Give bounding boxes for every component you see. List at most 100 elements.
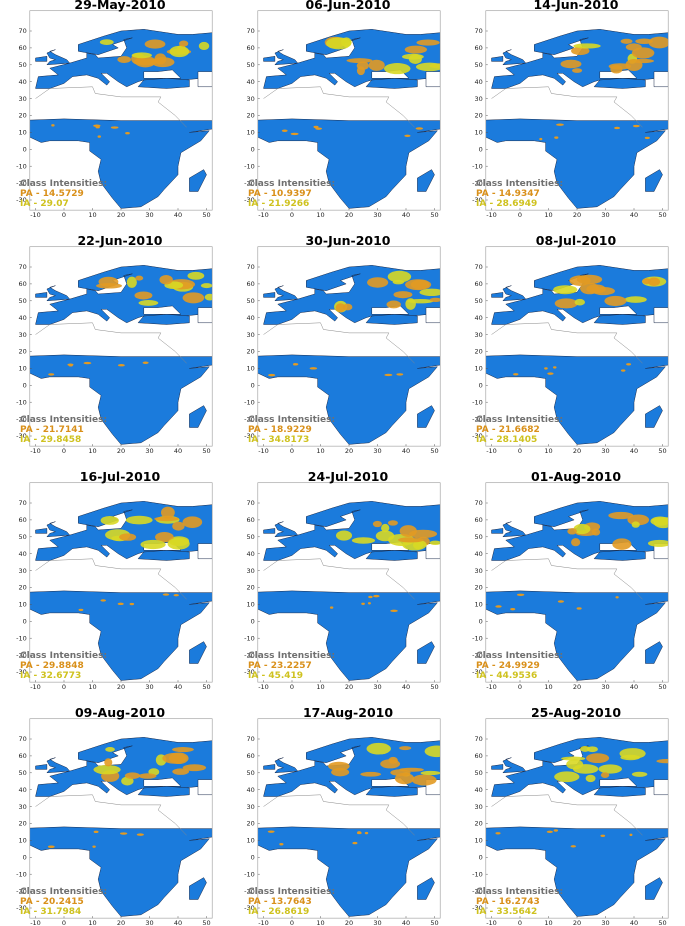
pa-value: PA - 23.2257 — [248, 661, 312, 671]
x-tick-label: 0 — [62, 919, 66, 926]
y-tick-label: -10 — [472, 162, 483, 170]
y-tick-label: 70 — [247, 735, 255, 743]
intensity-patch — [93, 830, 99, 834]
land — [491, 764, 504, 770]
y-tick-label: -20 — [16, 887, 27, 895]
intensity-patch — [411, 774, 437, 786]
intensity-patch — [424, 745, 441, 758]
intensity-patch — [367, 602, 371, 605]
y-tick-label: 40 — [475, 550, 483, 558]
intensity-patch — [553, 366, 557, 369]
intensity-patch — [173, 593, 179, 597]
land — [137, 786, 190, 797]
intensity-patch — [140, 539, 166, 550]
y-tick-label: -10 — [472, 398, 483, 406]
land — [274, 285, 299, 302]
intensity-patch — [290, 132, 299, 136]
land — [137, 550, 190, 561]
ia-value: IA - 29.07 — [20, 199, 69, 209]
land — [502, 521, 527, 538]
x-tick-label: 20 — [117, 447, 125, 455]
intensity-patch — [510, 607, 516, 611]
pa-value: PA - 10.9397 — [248, 189, 312, 199]
intensity-patch — [561, 756, 586, 761]
intensity-patch — [585, 774, 596, 783]
map-layer — [485, 737, 669, 917]
y-tick-label: 50 — [247, 533, 255, 541]
land — [46, 521, 71, 538]
x-tick-label: -10 — [486, 447, 497, 455]
x-tick-label: 50 — [658, 447, 666, 455]
x-tick-label: 0 — [518, 683, 522, 691]
y-tick-label: -20 — [16, 415, 27, 423]
intensity-patch — [553, 285, 578, 295]
land — [645, 641, 663, 664]
y-tick-label: -10 — [244, 162, 255, 170]
y-tick-label: 30 — [247, 567, 255, 575]
intensity-patch — [309, 367, 318, 370]
intensity-patch — [600, 834, 606, 837]
pa-value: PA - 16.2743 — [476, 897, 540, 907]
y-tick-label: 20 — [247, 820, 255, 828]
intensity-patch — [125, 132, 130, 135]
x-tick-label: 40 — [630, 211, 638, 219]
panel-title: 14-Jun-2010 — [533, 0, 618, 12]
intensity-patch — [569, 275, 591, 286]
y-tick-label: 60 — [247, 44, 255, 52]
land — [274, 49, 299, 66]
y-tick-label: 50 — [247, 769, 255, 777]
intensity-patch — [204, 293, 213, 301]
land — [189, 169, 207, 192]
x-tick-label: 30 — [373, 919, 381, 926]
intensity-patch — [586, 746, 598, 753]
intensity-patch — [351, 537, 376, 544]
land — [417, 877, 435, 900]
y-tick-label: 70 — [247, 27, 255, 35]
y-tick-label: 60 — [19, 44, 27, 52]
y-tick-label: 20 — [475, 112, 483, 120]
land — [257, 354, 441, 445]
intensity-patch — [182, 292, 205, 304]
x-tick-label: 30 — [145, 447, 153, 455]
y-tick-label: 30 — [19, 803, 27, 811]
y-tick-label: 10 — [247, 129, 255, 137]
y-tick-label: 70 — [247, 263, 255, 271]
y-tick-label: 50 — [19, 297, 27, 305]
y-tick-label: 60 — [475, 752, 483, 760]
x-tick-label: 10 — [316, 919, 324, 926]
x-tick-label: 50 — [202, 919, 210, 926]
intensity-patch — [135, 275, 144, 281]
x-tick-label: -10 — [258, 683, 269, 691]
intensity-patch — [131, 52, 152, 59]
y-tick-label: 20 — [247, 348, 255, 356]
x-tick-label: -10 — [486, 919, 497, 926]
intensity-patch — [160, 506, 175, 519]
y-tick-label: 40 — [247, 786, 255, 794]
intensity-patch — [187, 271, 205, 280]
y-tick-label: 20 — [19, 820, 27, 828]
land — [502, 49, 527, 66]
intensity-patch — [105, 747, 115, 752]
intensity-patch — [410, 279, 430, 290]
ia-value: IA - 31.7984 — [20, 907, 81, 917]
land — [29, 354, 213, 445]
y-tick-label: 0 — [479, 382, 483, 390]
y-tick-label: 30 — [247, 803, 255, 811]
land — [35, 56, 48, 62]
x-tick-label: 50 — [202, 683, 210, 691]
x-tick-label: 20 — [117, 919, 125, 926]
x-tick-label: 20 — [345, 211, 353, 219]
intensity-patch — [104, 758, 113, 767]
sea — [425, 543, 441, 560]
x-tick-label: 10 — [88, 683, 96, 691]
sea — [143, 777, 182, 787]
x-tick-label: 30 — [145, 683, 153, 691]
intensity-patch — [539, 137, 543, 141]
x-tick-label: 50 — [202, 211, 210, 219]
intensity-patch — [182, 764, 207, 772]
land — [485, 826, 669, 917]
sea — [653, 71, 669, 88]
x-tick-label: 20 — [573, 919, 581, 926]
intensity-patch — [572, 764, 599, 774]
